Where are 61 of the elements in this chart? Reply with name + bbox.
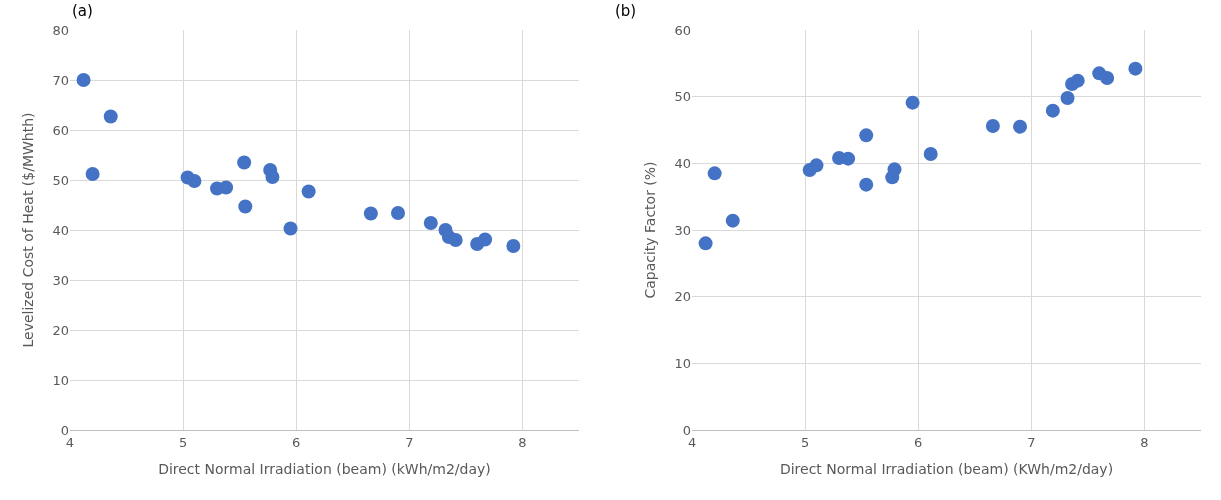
x-tick-label: 5 [801, 434, 810, 450]
x-tick-label: 8 [1140, 434, 1149, 450]
point [85, 167, 100, 181]
point [698, 236, 713, 251]
y-tick-label: 50 [674, 89, 692, 105]
point [707, 166, 722, 181]
point [423, 216, 438, 230]
point [1100, 71, 1115, 85]
y-tick-label: 10 [674, 355, 692, 371]
y-tick-label: 70 [52, 72, 69, 88]
point [506, 239, 521, 253]
y-tick-label: 40 [674, 155, 692, 171]
x-tick-label: 8 [518, 434, 527, 450]
y-tick-label: 20 [52, 322, 69, 338]
y-tick-label: 30 [674, 222, 692, 238]
y-tick-label: 30 [52, 272, 69, 288]
point [478, 232, 493, 247]
point [1060, 91, 1075, 105]
point [448, 233, 463, 247]
text: (a) [72, 2, 93, 20]
point [363, 206, 378, 221]
y-tick-label: 60 [52, 122, 69, 138]
y-tick-label: 60 [674, 22, 692, 38]
y-axis-title: Levelized Cost of Heat ($/MWhth) [20, 112, 37, 348]
point [887, 162, 902, 177]
point [391, 206, 405, 220]
point [809, 158, 824, 173]
point [301, 184, 316, 199]
point [725, 213, 740, 228]
point [923, 147, 938, 161]
point [237, 155, 252, 170]
point [859, 177, 874, 192]
y-axis-title: Capacity Factor (%) [642, 161, 659, 299]
point [238, 199, 253, 214]
point [76, 73, 91, 87]
point [1128, 61, 1143, 76]
y-tick-label: 10 [52, 372, 69, 388]
point [265, 170, 280, 184]
y-tick-label: 50 [52, 172, 69, 188]
point [1013, 119, 1028, 134]
x-tick-label: 7 [405, 434, 414, 450]
point [905, 95, 920, 110]
x-tick-label: 6 [914, 434, 923, 450]
y-tick-label: 20 [674, 289, 692, 305]
point [103, 109, 118, 124]
point [283, 221, 298, 236]
x-axis-title: Direct Normal Irradiation (beam) (kWh/m2/day) [158, 460, 491, 477]
text: (b) [615, 2, 637, 20]
x-tick-label: 5 [178, 434, 188, 450]
point [859, 128, 874, 143]
point [1045, 103, 1060, 118]
x-tick-label: 6 [292, 434, 301, 450]
x-tick-label: 7 [1027, 434, 1036, 450]
point [841, 151, 856, 166]
point [1070, 73, 1085, 88]
point [985, 119, 1000, 133]
point [219, 180, 234, 195]
point [187, 174, 202, 188]
y-tick-label: 40 [52, 222, 69, 238]
x-axis-title: Direct Normal Irradiation (beam) (KWh/m2/day) [779, 460, 1114, 477]
y-tick-label: 80 [52, 22, 69, 38]
